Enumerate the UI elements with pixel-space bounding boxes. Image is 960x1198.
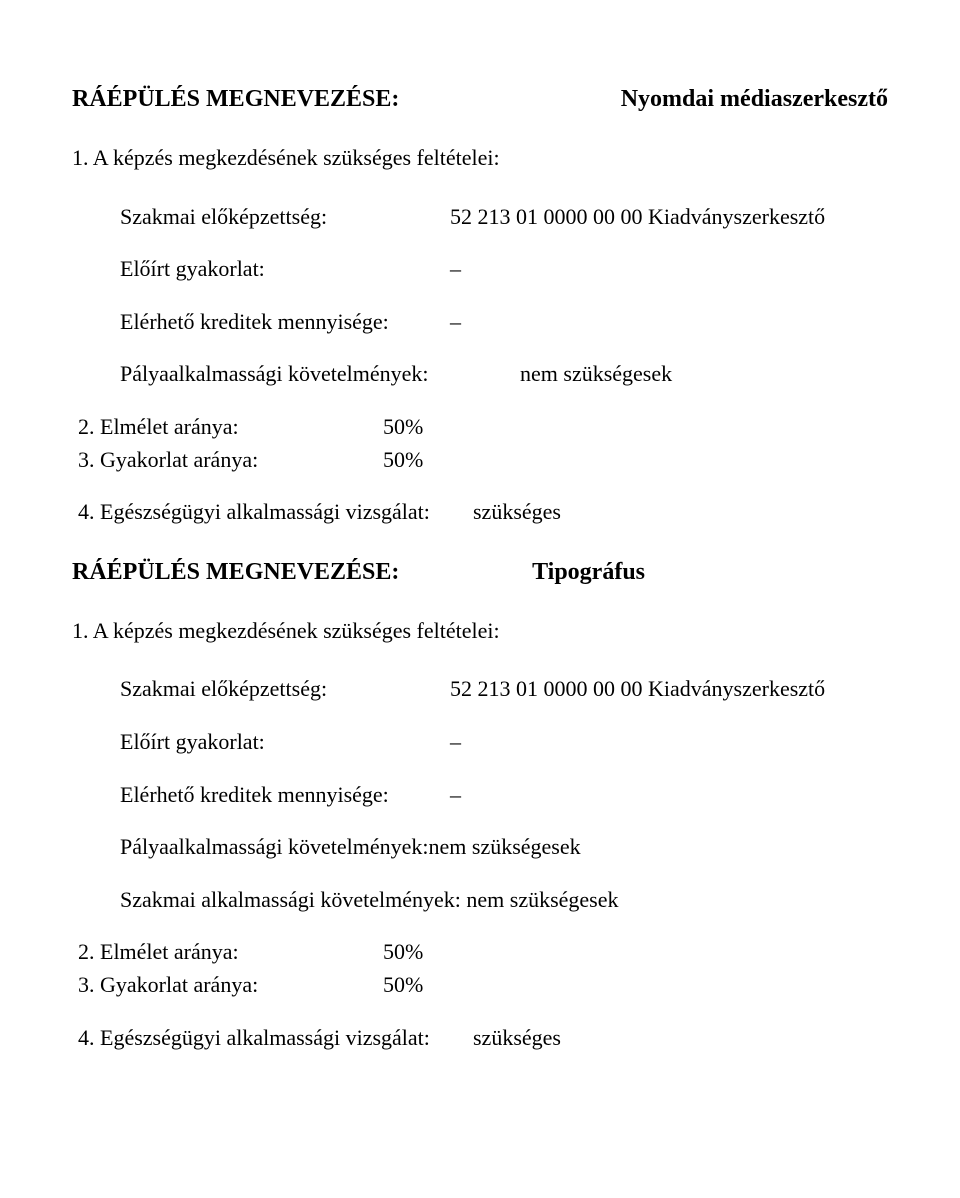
label-text: Szakmai előképzettség:	[120, 675, 450, 704]
s2-prof-row: Szakmai előképzettség: 52 213 01 0000 00…	[72, 675, 888, 704]
label-text: 2. Elmélet aránya:	[78, 938, 383, 967]
section1-item1: 1. A képzés megkezdésének szükséges felt…	[72, 144, 888, 173]
label-text: 4. Egészségügyi alkalmassági vizsgálat:	[78, 1024, 473, 1053]
s2-credits-row: Elérhető kreditek mennyisége: –	[72, 781, 888, 810]
s1-credits-row: Elérhető kreditek mennyisége: –	[72, 308, 888, 337]
s2-prof-apt-line: Szakmai alkalmassági követelmények: nem …	[72, 886, 888, 915]
value-text: –	[450, 308, 888, 337]
s2-theory-row: 2. Elmélet aránya: 50%	[72, 938, 888, 967]
value-text: szükséges	[473, 1024, 888, 1053]
value-text: –	[450, 781, 888, 810]
value-text: 50%	[383, 938, 888, 967]
s2-health-row: 4. Egészségügyi alkalmassági vizsgálat: …	[72, 1024, 888, 1053]
s1-prof-row: Szakmai előképzettség: 52 213 01 0000 00…	[72, 203, 888, 232]
section1-heading: RÁÉPÜLÉS MEGNEVEZÉSE: Nyomdai médiaszerk…	[72, 84, 888, 114]
value-text: –	[450, 728, 888, 757]
s1-theory-row: 2. Elmélet aránya: 50%	[72, 413, 888, 442]
value-text: 52 213 01 0000 00 00 Kiadványszerkesztő	[450, 675, 888, 704]
s1-practice-row: Előírt gyakorlat: –	[72, 255, 888, 284]
label-text: 3. Gyakorlat aránya:	[78, 971, 383, 1000]
heading-label: RÁÉPÜLÉS MEGNEVEZÉSE:	[72, 557, 399, 587]
value-text: 50%	[383, 971, 888, 1000]
heading-value: Tipográfus	[532, 557, 888, 587]
s1-health-row: 4. Egészségügyi alkalmassági vizsgálat: …	[72, 498, 888, 527]
value-text: 50%	[383, 446, 888, 475]
s2-practice-row: Előírt gyakorlat: –	[72, 728, 888, 757]
s2-aptitude-line: Pályaalkalmassági követelmények:nem szük…	[72, 833, 888, 862]
label-text: 4. Egészségügyi alkalmassági vizsgálat:	[78, 498, 473, 527]
label-text: 2. Elmélet aránya:	[78, 413, 383, 442]
s2-pract-ratio-row: 3. Gyakorlat aránya: 50%	[72, 971, 888, 1000]
label-text: Elérhető kreditek mennyisége:	[120, 781, 450, 810]
s1-aptitude-row: Pályaalkalmassági követelmények: nem szü…	[72, 360, 888, 389]
section2-heading: RÁÉPÜLÉS MEGNEVEZÉSE: Tipográfus	[72, 557, 888, 587]
value-text: szükséges	[473, 498, 888, 527]
value-text: nem szükségesek	[520, 360, 888, 389]
label-text: Elérhető kreditek mennyisége:	[120, 308, 450, 337]
value-text: –	[450, 255, 888, 284]
label-text: Szakmai előképzettség:	[120, 203, 450, 232]
label-text: Pályaalkalmassági követelmények:	[120, 360, 520, 389]
section2-item1: 1. A képzés megkezdésének szükséges felt…	[72, 617, 888, 646]
heading-value: Nyomdai médiaszerkesztő	[621, 84, 888, 114]
label-text: Előírt gyakorlat:	[120, 255, 450, 284]
label-text: Előírt gyakorlat:	[120, 728, 450, 757]
label-text: 3. Gyakorlat aránya:	[78, 446, 383, 475]
heading-label: RÁÉPÜLÉS MEGNEVEZÉSE:	[72, 84, 399, 114]
value-text: 52 213 01 0000 00 00 Kiadványszerkesztő	[450, 203, 888, 232]
value-text: 50%	[383, 413, 888, 442]
s1-pract-ratio-row: 3. Gyakorlat aránya: 50%	[72, 446, 888, 475]
